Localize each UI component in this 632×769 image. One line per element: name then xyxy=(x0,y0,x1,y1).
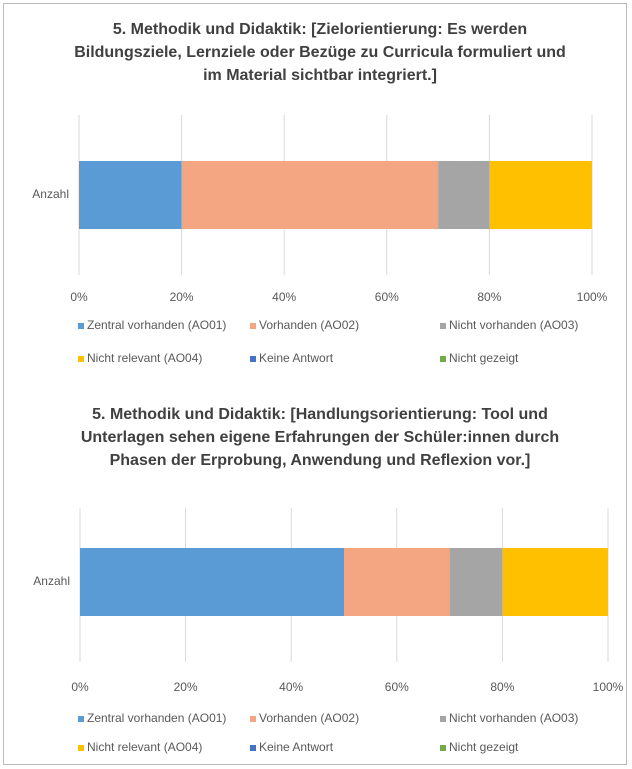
legend-label: Nicht relevant (AO04) xyxy=(87,351,202,365)
x-tick-label: 40% xyxy=(279,680,303,694)
legend-swatch xyxy=(250,745,256,751)
legend-label: Nicht gezeigt xyxy=(449,740,519,754)
bar-segment xyxy=(438,161,490,229)
x-tick-label: 40% xyxy=(272,290,296,304)
x-tick-label: 20% xyxy=(170,290,194,304)
frame xyxy=(3,3,627,765)
x-tick-label: 60% xyxy=(385,680,409,694)
legend-label: Nicht vorhanden (AO03) xyxy=(449,318,578,332)
x-tick-label: 60% xyxy=(375,290,399,304)
x-tick-label: 80% xyxy=(490,680,514,694)
legend-swatch xyxy=(440,323,446,329)
bar-segment xyxy=(344,548,450,616)
legend-label: Keine Antwort xyxy=(259,740,334,754)
legend-swatch xyxy=(440,745,446,751)
legend-swatch xyxy=(78,716,84,722)
legend-label: Nicht relevant (AO04) xyxy=(87,740,202,754)
chart-title: 5. Methodik und Didaktik: [Zielorientier… xyxy=(74,21,566,84)
legend-swatch xyxy=(440,356,446,362)
legend-label: Nicht vorhanden (AO03) xyxy=(449,711,578,725)
legend-swatch xyxy=(250,356,256,362)
x-tick-label: 0% xyxy=(71,680,89,694)
y-tick-label: Anzahl xyxy=(32,187,69,201)
legend-label: Keine Antwort xyxy=(259,351,334,365)
x-tick-label: 100% xyxy=(577,290,608,304)
legend-label: Vorhanden (AO02) xyxy=(259,711,359,725)
legend-label: Nicht gezeigt xyxy=(449,351,519,365)
bar-segment xyxy=(181,161,439,229)
chart-title: 5. Methodik und Didaktik: [Handlungsorie… xyxy=(80,406,560,469)
legend-label: Zentral vorhanden (AO01) xyxy=(87,711,226,725)
x-tick-label: 20% xyxy=(174,680,198,694)
y-tick-label: Anzahl xyxy=(33,574,70,588)
bar-segment xyxy=(502,548,608,616)
legend-swatch xyxy=(250,716,256,722)
bar-segment xyxy=(489,161,592,229)
legend-swatch xyxy=(440,716,446,722)
legend-swatch xyxy=(78,745,84,751)
x-tick-label: 100% xyxy=(593,680,624,694)
x-tick-label: 0% xyxy=(70,290,88,304)
bar-segment xyxy=(79,161,182,229)
legend-swatch xyxy=(250,323,256,329)
bar-segment xyxy=(80,548,344,616)
legend-label: Vorhanden (AO02) xyxy=(259,318,359,332)
x-tick-label: 80% xyxy=(477,290,501,304)
legend-label: Zentral vorhanden (AO01) xyxy=(87,318,226,332)
bar-segment xyxy=(449,548,503,616)
legend-swatch xyxy=(78,323,84,329)
legend-swatch xyxy=(78,356,84,362)
